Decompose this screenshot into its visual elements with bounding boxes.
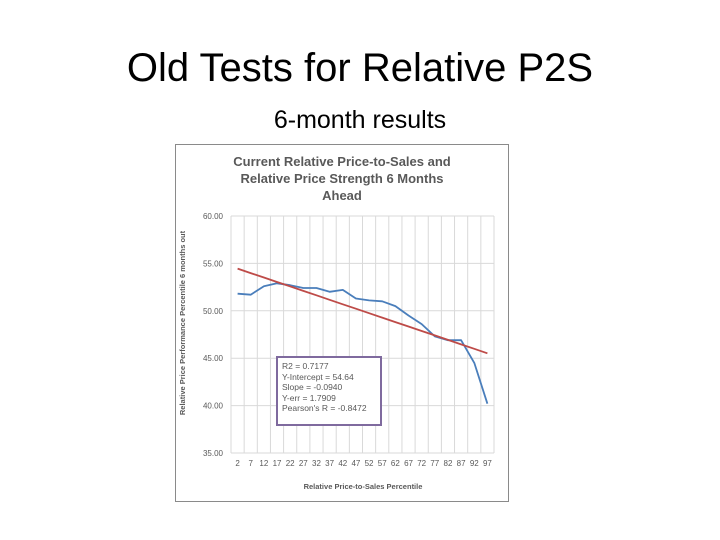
series-line-regression bbox=[237, 267, 488, 355]
y-tick-label: 40.00 bbox=[203, 402, 224, 411]
x-tick-label: 12 bbox=[259, 459, 268, 468]
x-axis-title: Relative Price-to-Sales Percentile bbox=[304, 482, 423, 491]
slide-title: Old Tests for Relative P2S bbox=[126, 46, 594, 90]
x-tick-label: 27 bbox=[299, 459, 308, 468]
x-tick-label: 32 bbox=[312, 459, 321, 468]
x-tick-label: 87 bbox=[457, 459, 466, 468]
x-tick-label: 57 bbox=[378, 459, 387, 468]
x-tick-label: 2 bbox=[235, 459, 240, 468]
x-tick-label: 47 bbox=[351, 459, 360, 468]
y-tick-labels: 35.00 40.00 45.00 50.00 55.00 60.00 bbox=[203, 212, 224, 458]
y-axis-title: Relative Price Performance Percentile 6 … bbox=[178, 230, 187, 415]
x-tick-label: 22 bbox=[286, 459, 295, 468]
x-tick-label: 52 bbox=[365, 459, 374, 468]
slide-subtitle: 6-month results bbox=[273, 106, 447, 134]
stat-y-intercept: Y-Intercept = 54.64 bbox=[282, 371, 354, 382]
x-tick-label: 37 bbox=[325, 459, 334, 468]
chart-frame: Current Relative Price-to-Sales and Rela… bbox=[175, 144, 509, 502]
x-tick-label: 77 bbox=[430, 459, 439, 468]
x-tick-label: 72 bbox=[417, 459, 426, 468]
stat-r2: R2 = 0.7177 bbox=[282, 361, 329, 371]
chart-title-line-2: Relative Price Strength 6 Months bbox=[240, 171, 444, 186]
stat-pearson-r: Pearson's R = -0.8472 bbox=[282, 403, 367, 413]
chart-title: Current Relative Price-to-Sales and Rela… bbox=[176, 153, 508, 204]
stat-slope: Slope = -0.0940 bbox=[282, 382, 343, 392]
x-tick-label: 42 bbox=[338, 459, 347, 468]
stat-y-err: Y-err = 1.7909 bbox=[282, 392, 336, 403]
x-tick-label: 67 bbox=[404, 459, 413, 468]
x-tick-labels: 2 7 12 17 22 27 32 37 42 47 52 57 62 67 72 77 82 87 92 97 bbox=[235, 459, 492, 468]
chart-title-line-1: Current Relative Price-to-Sales and bbox=[233, 154, 451, 169]
x-tick-label: 82 bbox=[444, 459, 453, 468]
chart-title-line-3: Ahead bbox=[322, 188, 362, 203]
x-tick-label: 17 bbox=[273, 459, 282, 468]
y-tick-label: 60.00 bbox=[203, 212, 224, 221]
y-tick-label: 45.00 bbox=[203, 354, 224, 363]
y-tick-label: 35.00 bbox=[203, 449, 224, 458]
chart-series bbox=[237, 267, 489, 404]
y-tick-label: 50.00 bbox=[203, 307, 224, 316]
x-tick-label: 97 bbox=[483, 459, 492, 468]
y-tick-label: 55.00 bbox=[203, 259, 224, 268]
regression-stats-box: R2 = 0.7177 Y-Intercept = 54.64 Slope = … bbox=[276, 356, 382, 426]
x-tick-label: 7 bbox=[248, 459, 253, 468]
x-tick-label: 62 bbox=[391, 459, 400, 468]
x-tick-label: 92 bbox=[470, 459, 479, 468]
